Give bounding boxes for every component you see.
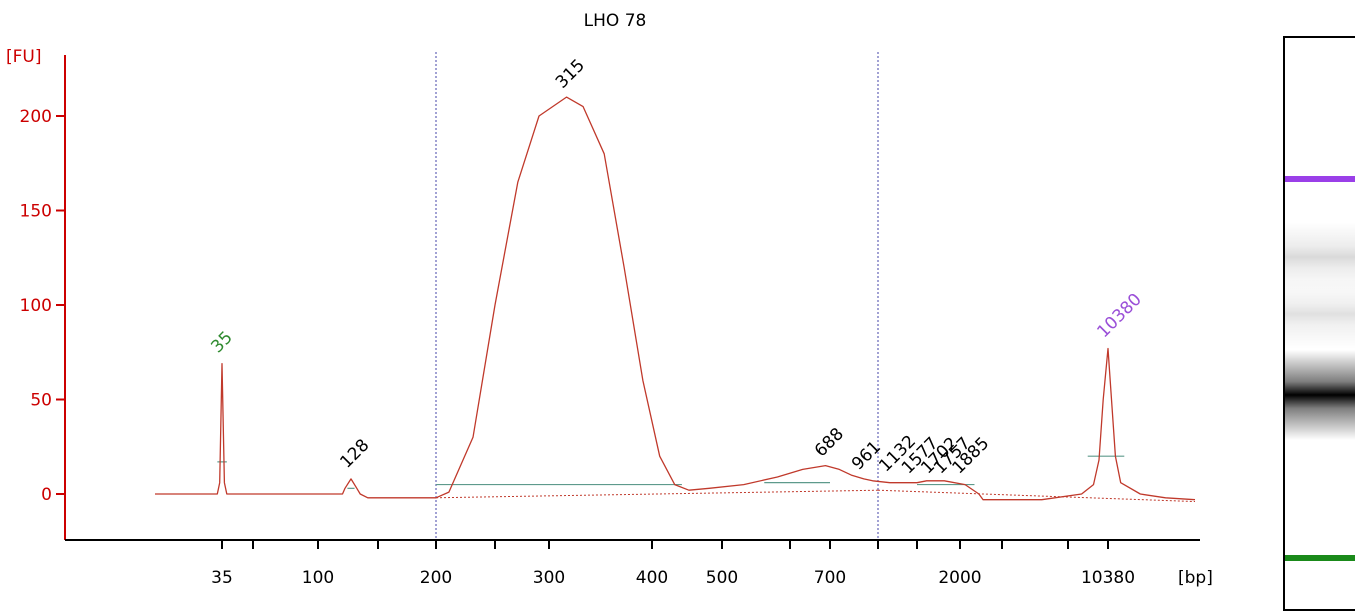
y-tick-label: 0 <box>41 485 52 505</box>
peak-label-688: 688 <box>811 424 848 461</box>
peak-label-10380: 10380 <box>1093 290 1145 342</box>
x-tick-label: 400 <box>636 568 668 588</box>
gel-band-faint-mid <box>1285 279 1355 349</box>
x-tick-label: 100 <box>302 568 334 588</box>
gel-band-lower-marker <box>1285 555 1355 562</box>
peak-label-315: 315 <box>552 56 589 93</box>
x-tick-label: 700 <box>814 568 846 588</box>
x-tick-label: 35 <box>211 568 233 588</box>
electropherogram-chart: LHO 78 [FU] [bp] 0 50 100 150 200 35 100 200 300… <box>6 11 1213 588</box>
y-tick-label: 150 <box>20 202 52 222</box>
peak-bands <box>217 455 1196 503</box>
x-tick-label: 500 <box>706 568 738 588</box>
peak-label-128: 128 <box>336 435 373 472</box>
x-tick-label: 300 <box>533 568 565 588</box>
gel-band-faint-high <box>1285 221 1355 292</box>
y-axis-label: [FU] <box>6 47 42 67</box>
trace-line <box>155 96 1196 501</box>
gel-band-main <box>1285 349 1355 440</box>
peak-label-961: 961 <box>848 437 885 474</box>
x-axis-label: [bp] <box>1178 568 1213 588</box>
x-tick-label: 10380 <box>1081 568 1135 588</box>
chart-title: LHO 78 <box>584 11 647 31</box>
y-tick-label: 50 <box>30 391 52 411</box>
peak-label-35: 35 <box>207 328 236 357</box>
baseline-dotted <box>435 489 879 499</box>
x-tick-label: 200 <box>420 568 452 588</box>
trace-layer <box>155 96 1196 501</box>
x-tick-label: 2000 <box>938 568 981 588</box>
baseline-dotted <box>877 489 1196 503</box>
axes: 0 50 100 150 200 35 100 200 300 400 500 700 2000 1038… <box>20 55 1200 588</box>
y-tick-label: 200 <box>20 107 52 127</box>
y-tick-label: 100 <box>20 296 52 316</box>
gel-band-upper-marker <box>1285 175 1355 182</box>
gel-lane <box>1283 36 1355 611</box>
region-markers <box>435 52 879 540</box>
